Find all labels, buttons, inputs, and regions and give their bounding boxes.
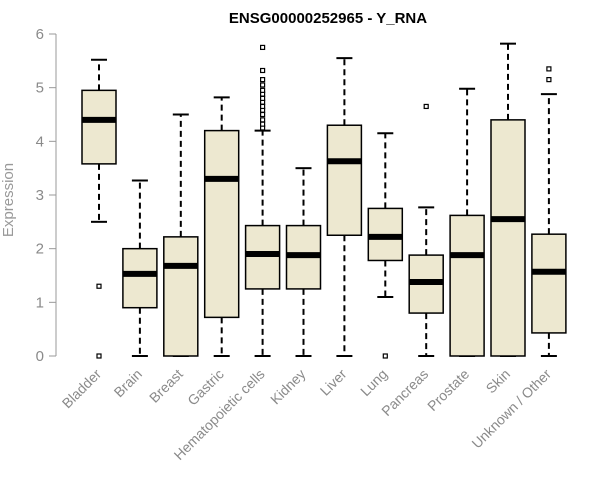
- box-gastric: [203, 96, 240, 357]
- y-tick-label: 3: [36, 187, 44, 204]
- y-tick-label: 1: [36, 294, 44, 311]
- y-tick-label: 6: [36, 26, 44, 43]
- box-iqr: [163, 236, 199, 357]
- outlier-point: [260, 87, 266, 93]
- outlier-point: [260, 77, 266, 83]
- box-iqr: [449, 214, 485, 357]
- outlier-point: [260, 67, 266, 74]
- box-breast: [163, 113, 199, 357]
- x-tick-label: Prostate: [424, 366, 472, 414]
- box-kidney: [285, 167, 322, 357]
- chart-title: ENSG00000252965 - Y_RNA: [229, 10, 427, 27]
- x-tick-label: Brain: [111, 366, 145, 400]
- outlier-point: [382, 353, 388, 359]
- outlier-point: [546, 77, 552, 83]
- box-iqr: [203, 129, 240, 319]
- box-prostate: [449, 87, 485, 357]
- box-lung: [367, 132, 404, 359]
- x-tick-label: Kidney: [267, 366, 309, 408]
- outlier-point: [260, 121, 266, 127]
- box-hematopoietic-cells: [244, 44, 281, 357]
- x-tick-label: Lung: [357, 366, 390, 399]
- outlier-point: [260, 95, 266, 102]
- x-tick-label: Breast: [146, 366, 186, 406]
- box-pancreas: [408, 103, 444, 357]
- x-tick-label: Liver: [317, 366, 350, 399]
- x-tick-label: Bladder: [59, 366, 105, 412]
- box-bladder: [81, 58, 117, 359]
- outlier-point: [260, 117, 266, 123]
- box-iqr: [326, 124, 363, 236]
- y-axis: 0 1 2 3 4 5 6: [36, 26, 57, 365]
- box-iqr: [531, 233, 567, 334]
- outlier-point: [260, 82, 266, 88]
- box-liver: [326, 57, 363, 357]
- box-skin: [490, 42, 526, 357]
- y-axis-label: Expression: [0, 163, 17, 237]
- outlier-point: [260, 44, 266, 51]
- box-brain: [122, 179, 158, 357]
- outlier-point: [546, 66, 552, 72]
- box-unknown-other: [531, 66, 567, 357]
- y-tick-label: 5: [36, 80, 44, 97]
- box-iqr: [122, 247, 158, 309]
- outlier-point: [260, 111, 266, 118]
- y-tick-label: 4: [36, 133, 44, 150]
- box-iqr: [244, 224, 281, 290]
- box-iqr: [490, 119, 526, 357]
- outlier-point: [96, 353, 102, 359]
- outlier-point: [96, 283, 102, 289]
- y-tick-label: 0: [36, 348, 44, 365]
- y-tick-label: 2: [36, 241, 44, 258]
- box-series: [81, 42, 567, 359]
- x-tick-label: Skin: [483, 366, 514, 397]
- box-iqr: [81, 89, 117, 165]
- outlier-point: [423, 103, 429, 110]
- outlier-point: [260, 103, 266, 110]
